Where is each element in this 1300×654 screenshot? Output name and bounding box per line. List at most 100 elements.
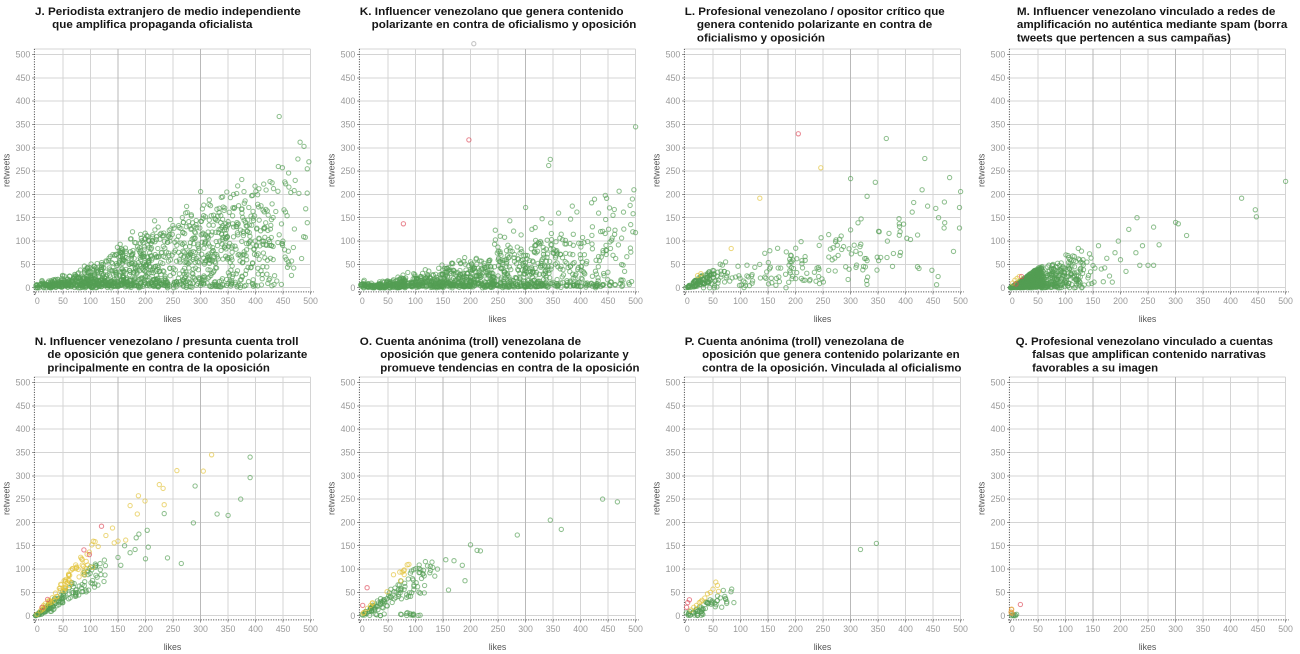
svg-text:0: 0 bbox=[25, 611, 30, 621]
svg-text:100: 100 bbox=[1058, 624, 1073, 634]
svg-text:300: 300 bbox=[16, 143, 31, 153]
svg-text:500: 500 bbox=[991, 378, 1006, 388]
svg-text:350: 350 bbox=[221, 296, 236, 306]
svg-text:500: 500 bbox=[303, 296, 318, 306]
svg-text:150: 150 bbox=[436, 624, 451, 634]
svg-text:50: 50 bbox=[996, 260, 1006, 270]
svg-text:likes: likes bbox=[164, 642, 182, 652]
svg-text:50: 50 bbox=[346, 259, 356, 269]
svg-text:450: 450 bbox=[276, 296, 291, 306]
svg-text:0: 0 bbox=[350, 611, 355, 621]
svg-text:500: 500 bbox=[341, 378, 356, 388]
svg-text:150: 150 bbox=[991, 213, 1006, 223]
svg-text:400: 400 bbox=[16, 96, 31, 106]
svg-text:likes: likes bbox=[489, 642, 507, 652]
svg-text:retweets: retweets bbox=[976, 481, 986, 515]
svg-text:450: 450 bbox=[16, 73, 31, 83]
svg-text:falsas que amplifican contenid: falsas que amplifican contenido narrativ… bbox=[1032, 349, 1266, 361]
svg-text:300: 300 bbox=[193, 624, 208, 634]
svg-text:400: 400 bbox=[1223, 624, 1238, 634]
svg-text:200: 200 bbox=[788, 296, 803, 306]
svg-text:500: 500 bbox=[628, 624, 643, 634]
svg-text:150: 150 bbox=[436, 296, 451, 306]
svg-text:50: 50 bbox=[58, 624, 68, 634]
svg-text:350: 350 bbox=[546, 296, 561, 306]
svg-text:150: 150 bbox=[761, 624, 776, 634]
svg-text:150: 150 bbox=[761, 296, 776, 306]
svg-text:250: 250 bbox=[991, 494, 1006, 504]
svg-text:N. Influencer venezolano / pre: N. Influencer venezolano / presunta cuen… bbox=[35, 336, 299, 348]
svg-text:100: 100 bbox=[408, 624, 423, 634]
svg-text:100: 100 bbox=[666, 564, 681, 574]
svg-text:450: 450 bbox=[601, 296, 616, 306]
svg-text:500: 500 bbox=[341, 50, 356, 60]
svg-text:350: 350 bbox=[871, 624, 886, 634]
svg-text:likes: likes bbox=[489, 314, 507, 324]
svg-text:M. Influencer venezolano vincu: M. Influencer venezolano vinculado a red… bbox=[1017, 6, 1276, 18]
svg-text:de oposición que genera conten: de oposición que genera contenido polari… bbox=[47, 349, 307, 361]
svg-text:350: 350 bbox=[546, 624, 561, 634]
svg-text:150: 150 bbox=[991, 541, 1006, 551]
svg-text:400: 400 bbox=[1223, 296, 1238, 306]
svg-text:0: 0 bbox=[1010, 296, 1015, 306]
svg-text:150: 150 bbox=[666, 541, 681, 551]
svg-text:200: 200 bbox=[16, 189, 31, 199]
svg-text:50: 50 bbox=[996, 588, 1006, 598]
svg-text:100: 100 bbox=[16, 236, 31, 246]
svg-text:300: 300 bbox=[341, 143, 356, 153]
svg-text:50: 50 bbox=[708, 296, 718, 306]
svg-text:50: 50 bbox=[346, 587, 356, 597]
svg-text:likes: likes bbox=[164, 314, 182, 324]
svg-text:300: 300 bbox=[1168, 624, 1183, 634]
svg-text:350: 350 bbox=[341, 120, 356, 130]
svg-text:genera contenido polarizante e: genera contenido polarizante en contra d… bbox=[697, 19, 932, 31]
svg-text:300: 300 bbox=[843, 624, 858, 634]
svg-text:250: 250 bbox=[491, 624, 506, 634]
svg-text:0: 0 bbox=[1000, 611, 1005, 621]
svg-text:250: 250 bbox=[341, 166, 356, 176]
svg-text:350: 350 bbox=[16, 120, 31, 130]
svg-text:promueve tendencias en contra: promueve tendencias en contra de la opos… bbox=[380, 362, 639, 374]
svg-text:350: 350 bbox=[221, 624, 236, 634]
svg-text:400: 400 bbox=[991, 96, 1006, 106]
svg-text:que amplifica propaganda ofici: que amplifica propaganda oficialista bbox=[52, 19, 253, 31]
svg-text:0: 0 bbox=[1010, 624, 1015, 634]
svg-text:principalmente en contra de la: principalmente en contra de la oposición bbox=[47, 362, 270, 374]
svg-text:450: 450 bbox=[666, 401, 681, 411]
svg-text:350: 350 bbox=[666, 448, 681, 458]
svg-text:500: 500 bbox=[16, 50, 31, 60]
svg-text:oficialismo y oposición: oficialismo y oposición bbox=[697, 32, 825, 44]
svg-text:300: 300 bbox=[666, 143, 681, 153]
svg-text:100: 100 bbox=[733, 624, 748, 634]
svg-text:100: 100 bbox=[733, 296, 748, 306]
svg-text:400: 400 bbox=[341, 424, 356, 434]
svg-text:oposición que genera contenido: oposición que genera contenido polarizan… bbox=[702, 349, 960, 361]
svg-text:tweets que pertencen a sus cam: tweets que pertencen a sus campañas) bbox=[1017, 32, 1231, 44]
svg-text:P. Cuenta anónima (troll) vene: P. Cuenta anónima (troll) venezolana de bbox=[685, 336, 904, 348]
svg-text:150: 150 bbox=[341, 213, 356, 223]
svg-text:200: 200 bbox=[463, 296, 478, 306]
svg-text:250: 250 bbox=[1141, 624, 1156, 634]
svg-text:0: 0 bbox=[35, 624, 40, 634]
svg-text:favorables a su imagen: favorables a su imagen bbox=[1032, 362, 1158, 374]
svg-text:500: 500 bbox=[628, 296, 643, 306]
svg-text:0: 0 bbox=[675, 283, 680, 293]
svg-text:50: 50 bbox=[708, 624, 718, 634]
svg-text:likes: likes bbox=[814, 642, 832, 652]
svg-text:250: 250 bbox=[491, 296, 506, 306]
svg-text:250: 250 bbox=[166, 296, 181, 306]
svg-text:likes: likes bbox=[1139, 642, 1157, 652]
svg-text:500: 500 bbox=[953, 296, 968, 306]
svg-text:400: 400 bbox=[248, 624, 263, 634]
svg-text:100: 100 bbox=[341, 236, 356, 246]
svg-text:500: 500 bbox=[16, 378, 31, 388]
svg-text:350: 350 bbox=[1196, 296, 1211, 306]
svg-text:450: 450 bbox=[341, 401, 356, 411]
svg-text:400: 400 bbox=[341, 96, 356, 106]
svg-text:200: 200 bbox=[341, 517, 356, 527]
svg-text:100: 100 bbox=[1058, 296, 1073, 306]
svg-text:500: 500 bbox=[666, 50, 681, 60]
svg-text:K. Influencer venezolano que: K. Influencer venezolano que genera cont… bbox=[360, 6, 624, 18]
svg-text:200: 200 bbox=[666, 518, 681, 528]
svg-text:50: 50 bbox=[1033, 296, 1043, 306]
